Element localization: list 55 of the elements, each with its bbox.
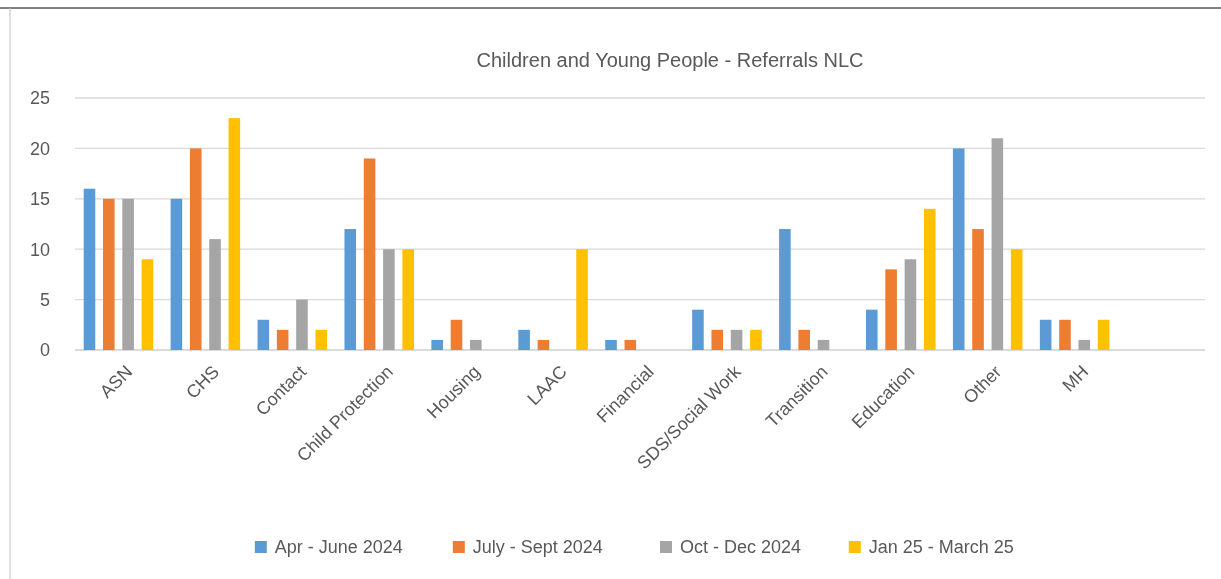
bar (83, 188, 96, 350)
legend-label: July - Sept 2024 (472, 537, 603, 558)
bar (363, 158, 376, 350)
bar (383, 249, 395, 350)
bar (923, 208, 936, 350)
bar (817, 339, 830, 350)
bar (296, 299, 308, 350)
bar (692, 309, 704, 350)
bar (750, 329, 762, 350)
y-tick-label: 20 (29, 138, 50, 159)
bar (537, 339, 550, 350)
legend-label: Apr - June 2024 (274, 537, 403, 558)
bar (209, 239, 221, 350)
bar (730, 329, 743, 350)
legend-label: Jan 25 - March 25 (868, 537, 1014, 558)
bar (228, 118, 241, 350)
bar (470, 339, 482, 350)
y-tick-label: 10 (29, 239, 50, 260)
chart-title: Children and Young People - Referrals NLC (476, 49, 864, 71)
y-tick-label: 0 (39, 340, 50, 361)
y-tick-label: 15 (29, 189, 50, 210)
bar (518, 329, 530, 350)
bar (1097, 319, 1110, 350)
bar (122, 198, 134, 350)
bar (991, 138, 1004, 350)
bar (779, 229, 791, 350)
bar (189, 148, 202, 350)
bar (1010, 249, 1023, 350)
bar (257, 319, 270, 350)
bar (402, 249, 414, 350)
bar (450, 319, 463, 350)
bar (605, 339, 617, 350)
bar (576, 249, 588, 350)
bar (276, 329, 289, 350)
y-tick-label: 25 (29, 88, 50, 109)
bar (798, 329, 810, 350)
bar (315, 329, 328, 350)
bar (624, 339, 637, 350)
bar (885, 269, 897, 350)
bar (952, 148, 965, 350)
bar (431, 339, 443, 350)
bar (344, 229, 357, 350)
bar (1059, 319, 1071, 350)
x-tick-label: MH (1058, 361, 1093, 396)
bar (972, 229, 984, 350)
bar (1078, 339, 1091, 350)
bar (141, 259, 154, 350)
bar (1039, 319, 1052, 350)
bar (711, 329, 724, 350)
legend-label: Oct - Dec 2024 (680, 537, 802, 558)
bar (170, 198, 183, 350)
y-tick-label: 5 (39, 289, 50, 310)
bar (904, 259, 917, 350)
bar (103, 198, 115, 350)
bar (866, 309, 878, 350)
